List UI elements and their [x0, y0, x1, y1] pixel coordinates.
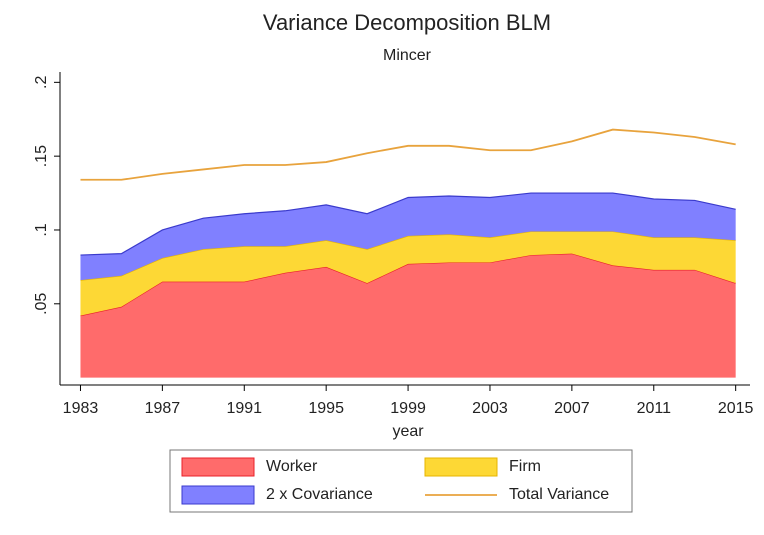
x-tick-label: 2007	[554, 400, 590, 417]
area	[80, 253, 736, 378]
area	[80, 193, 736, 281]
legend-label: Worker	[266, 458, 318, 475]
legend-label: Total Variance	[509, 486, 609, 503]
x-tick-label: 2003	[472, 400, 508, 417]
legend-label: Firm	[509, 458, 541, 475]
x-axis-label: year	[392, 423, 424, 440]
chart-title: Variance Decomposition BLM	[263, 10, 551, 35]
area	[80, 231, 736, 316]
x-tick-label: 1995	[308, 400, 344, 417]
y-tick-label: .1	[33, 223, 50, 236]
legend-swatch	[424, 457, 498, 477]
x-tick-label: 2011	[637, 400, 672, 417]
area-edge	[80, 192, 736, 256]
x-tick-label: 2015	[718, 400, 754, 417]
y-tick-label: .05	[33, 293, 50, 315]
chart-subtitle: Mincer	[383, 47, 432, 64]
y-tick-label: .2	[33, 76, 50, 89]
y-tick-label: .15	[33, 145, 50, 167]
line	[80, 128, 736, 181]
x-tick-label: 1999	[390, 400, 426, 417]
x-tick-label: 1991	[226, 400, 262, 417]
x-tick-label: 1983	[63, 400, 99, 417]
legend-swatch	[181, 457, 255, 477]
legend-swatch	[181, 485, 255, 505]
x-tick-label: 1987	[145, 400, 181, 417]
legend-label: 2 x Covariance	[266, 486, 373, 503]
